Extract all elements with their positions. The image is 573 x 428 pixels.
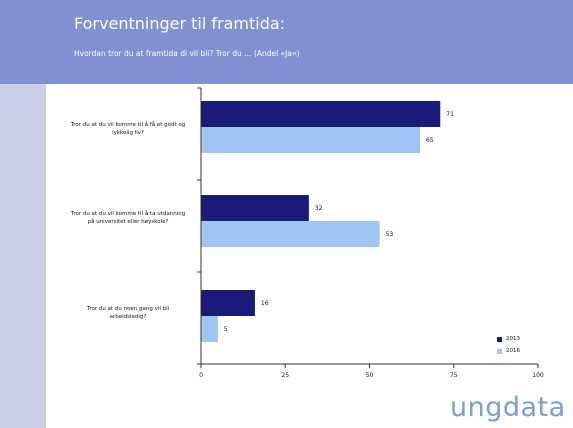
legend-label-2016: 2016 bbox=[506, 348, 520, 354]
slide-subtitle: Hvordan tror du at framtida di vil bli? … bbox=[74, 49, 300, 58]
bar-2016-cat2 bbox=[201, 221, 380, 247]
category-label-1: Tror du at du vil komme til å få et godt… bbox=[70, 122, 186, 136]
slide-title: Forventninger til framtida: bbox=[74, 14, 286, 33]
data-label-2016-cat3: 5 bbox=[224, 326, 228, 333]
legend-swatch-2016 bbox=[497, 348, 502, 354]
x-tick-label-25: 25 bbox=[281, 372, 289, 379]
legend-item-2016: 2016 bbox=[497, 348, 520, 354]
x-tick-label-75: 75 bbox=[450, 372, 458, 379]
bar-2013-cat1 bbox=[201, 101, 441, 127]
data-label-2013-cat3: 16 bbox=[261, 300, 269, 307]
bar-2016-cat3 bbox=[201, 316, 218, 342]
category-label-3: Tror du at du noen gang vil bli arbeidsl… bbox=[86, 306, 170, 320]
x-tick-label-0: 0 bbox=[199, 372, 203, 379]
ungdata-logo: ungdata bbox=[450, 392, 566, 423]
left-accent-bar bbox=[0, 84, 46, 428]
category-label-2: Tror du at du vil komme til å ta utdanni… bbox=[70, 211, 186, 225]
legend-item-2013: 2013 bbox=[497, 336, 520, 342]
bar-2013-cat3 bbox=[201, 290, 255, 316]
x-tick-label-100: 100 bbox=[532, 372, 544, 379]
data-label-2016-cat2: 53 bbox=[386, 231, 394, 238]
data-label-2013-cat1: 71 bbox=[446, 111, 454, 118]
data-label-2016-cat1: 65 bbox=[426, 137, 434, 144]
header-band bbox=[0, 0, 573, 84]
legend-swatch-2013 bbox=[497, 336, 502, 342]
legend-label-2013: 2013 bbox=[506, 336, 520, 342]
bar-2016-cat1 bbox=[201, 127, 421, 153]
bar-2013-cat2 bbox=[201, 195, 309, 221]
x-tick-label-50: 50 bbox=[366, 372, 374, 379]
data-label-2013-cat2: 32 bbox=[315, 205, 323, 212]
chart-legend: 2013 2016 bbox=[497, 336, 520, 360]
